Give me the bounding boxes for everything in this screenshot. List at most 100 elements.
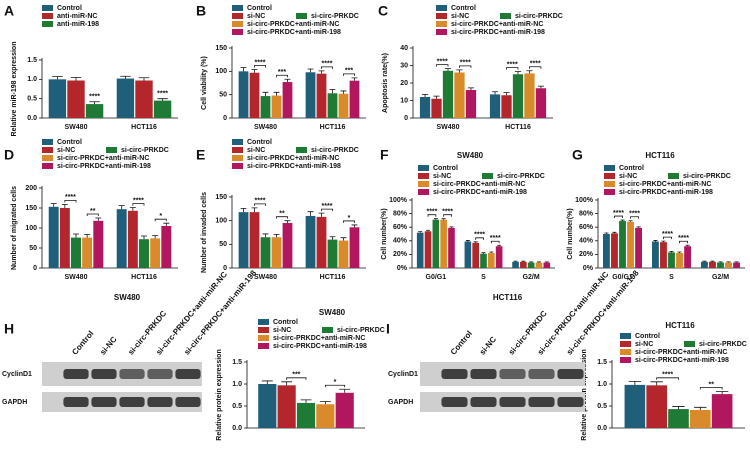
error-bar [481, 252, 486, 254]
error-bar [710, 260, 715, 262]
legend-swatch [418, 189, 429, 195]
chart-title: HCT116 [645, 151, 675, 160]
legend-label: Control [433, 165, 458, 172]
error-bar [141, 235, 147, 240]
bar [116, 209, 127, 268]
bracket [343, 220, 355, 223]
y-axis-label: Cell number(%) [567, 208, 574, 259]
legend-label: anti-miR-NC [57, 13, 97, 20]
y-tick-label: 150 [215, 45, 227, 52]
blot-title: HCT116 [493, 293, 523, 302]
bar [349, 80, 360, 118]
bar [116, 78, 135, 118]
legend-swatch [42, 163, 53, 169]
error-bar [544, 261, 549, 263]
error-bar [118, 205, 125, 210]
x-tick-label: G0/G1 [426, 274, 447, 281]
significance: **** [157, 91, 168, 98]
panel-letter: F [380, 147, 389, 163]
bar [305, 215, 316, 268]
error-bar [467, 87, 475, 90]
legend-label: si-NC [247, 13, 265, 20]
y-tick-label: 50 [219, 241, 227, 248]
error-bar [340, 237, 347, 241]
chart-title: SW480 [457, 151, 484, 160]
legend-swatch [604, 165, 615, 171]
bar [717, 262, 724, 268]
bar [489, 94, 501, 118]
error-bar [262, 91, 269, 97]
row-label: CyclinD1 [2, 371, 32, 378]
significance: **** [507, 61, 518, 68]
bar [139, 239, 149, 268]
bracket [427, 214, 437, 217]
error-bar [636, 226, 641, 228]
blot-band [528, 369, 555, 379]
bar [454, 72, 465, 118]
bracket [343, 73, 355, 76]
legend-label: anti-miR-198 [57, 21, 99, 28]
error-bar [50, 203, 57, 207]
x-tick-label: S [669, 274, 674, 281]
error-bar [52, 76, 63, 80]
blot-band [528, 397, 555, 407]
error-bar [441, 218, 446, 220]
error-bar [628, 380, 642, 385]
lane-label: si-NC [478, 335, 498, 357]
error-bar [340, 90, 347, 94]
bar [520, 261, 527, 268]
bracket [529, 66, 542, 69]
error-bar [89, 101, 100, 105]
bar [527, 262, 535, 268]
significance: ** [279, 211, 285, 218]
y-tick-label: 0 [404, 115, 408, 122]
error-bar [284, 220, 291, 224]
bar [296, 402, 316, 428]
legend-swatch [482, 173, 493, 179]
error-bar [650, 381, 663, 386]
bar [668, 409, 689, 428]
error-bar [261, 380, 273, 384]
blot-band [147, 397, 173, 407]
bracket [324, 384, 346, 388]
panel-letter: C [378, 3, 388, 19]
bar [535, 88, 547, 118]
x-tick-label: SW480 [437, 124, 460, 131]
legend-swatch [620, 341, 631, 347]
blot-band [470, 369, 497, 379]
error-bar [84, 234, 91, 238]
legend-swatch [436, 5, 447, 11]
error-bar [718, 261, 723, 263]
error-bar [672, 406, 685, 410]
legend-swatch [232, 5, 243, 11]
error-bar [465, 240, 470, 242]
legend-label: si-circ-PRKDC [311, 13, 359, 20]
bracket [436, 64, 449, 67]
significance: **** [678, 235, 689, 242]
y-axis-label: Apoptosis rate(%) [382, 53, 389, 113]
blot-title: SW480 [114, 293, 141, 302]
bar [668, 252, 675, 268]
legend-label: Control [619, 165, 644, 172]
bar [603, 234, 610, 268]
bracket [663, 236, 672, 240]
bar [480, 253, 487, 268]
y-tick-label: 50 [29, 245, 37, 252]
legend-swatch [42, 5, 53, 11]
legend-label: si-circ-PRKDC+anti-miR-198 [451, 29, 545, 36]
panel-letter: D [4, 147, 14, 163]
legend-label: si-circ-PRKDC+anti-miR-198 [247, 163, 341, 170]
bar [271, 95, 282, 118]
bar [495, 246, 503, 268]
lane-label: Control [70, 329, 95, 357]
legend-label: si-circ-PRKDC+anti-miR-198 [57, 163, 151, 170]
significance: **** [322, 61, 333, 68]
x-tick-label: HCT116 [131, 274, 157, 281]
legend-label: si-circ-PRKDC+anti-miR-NC [273, 335, 365, 342]
blot-band [557, 397, 584, 407]
legend-label: si-circ-PRKDC [497, 173, 545, 180]
error-bar [694, 406, 707, 410]
lane-label: Control [449, 329, 474, 357]
bar [161, 226, 172, 268]
y-tick-label: 1.5 [27, 57, 37, 64]
